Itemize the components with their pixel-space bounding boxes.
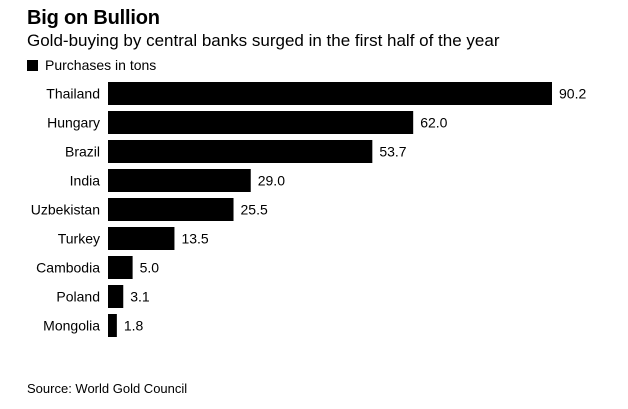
source-note: Source: World Gold Council (27, 381, 188, 396)
legend-label: Purchases in tons (45, 57, 157, 73)
category-label: Hungary (47, 115, 100, 131)
value-label: 53.7 (379, 144, 406, 160)
category-label: Poland (56, 289, 100, 305)
bar (108, 169, 251, 192)
legend-swatch (27, 59, 38, 71)
bar (108, 198, 234, 221)
bar (108, 314, 117, 337)
value-label: 25.5 (241, 202, 268, 218)
value-label: 29.0 (258, 173, 285, 189)
value-label: 13.5 (181, 231, 208, 247)
bar (108, 111, 414, 134)
value-label: 3.1 (130, 289, 150, 305)
bar (108, 256, 133, 279)
category-label: Brazil (65, 144, 100, 160)
category-label: Thailand (46, 86, 100, 102)
category-label: India (70, 173, 101, 189)
value-label: 62.0 (420, 115, 447, 131)
category-label: Turkey (58, 231, 100, 247)
category-label: Cambodia (36, 260, 100, 276)
value-label: 5.0 (140, 260, 160, 276)
chart-legend: Purchases in tons (27, 57, 156, 73)
chart-subtitle: Gold-buying by central banks surged in t… (27, 31, 500, 50)
bar (108, 140, 373, 163)
category-label: Uzbekistan (31, 202, 100, 218)
category-label: Mongolia (43, 318, 100, 334)
value-label: 90.2 (559, 86, 586, 102)
value-label: 1.8 (124, 318, 144, 334)
chart-title: Big on Bullion (27, 7, 160, 29)
bar (108, 285, 124, 308)
bar (108, 82, 552, 105)
bar (108, 227, 175, 250)
